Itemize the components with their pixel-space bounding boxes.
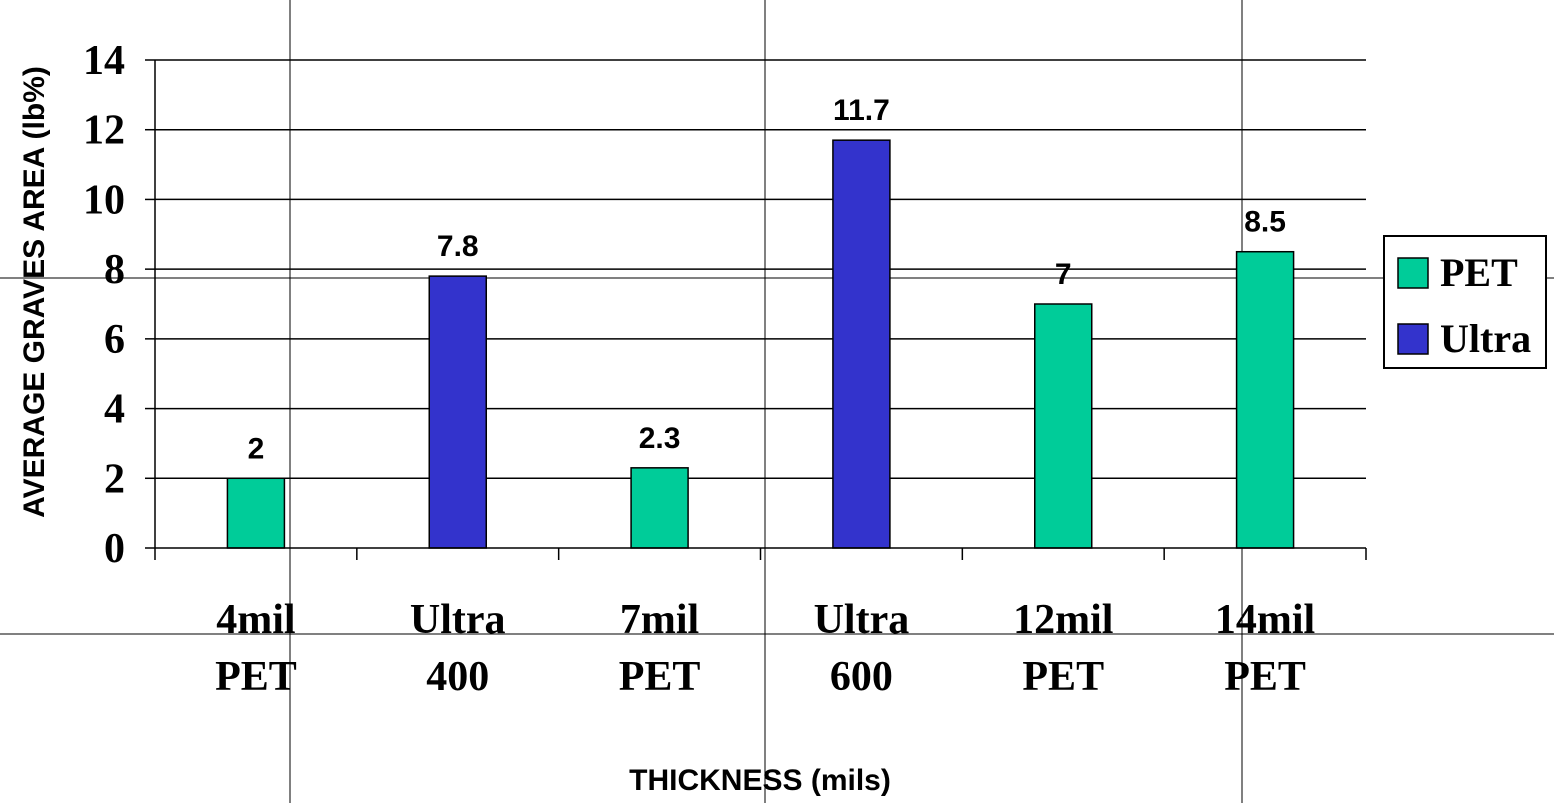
- x-tick-labels: 4mil PET Ultra 400 7mil PET Ultra 600 12mil PET 14…: [215, 597, 1315, 700]
- legend-label-pet: PET: [1440, 250, 1518, 295]
- x-tick-label: 12mil: [1013, 597, 1113, 643]
- y-tick-label: 0: [104, 526, 125, 572]
- data-label: 2: [248, 432, 265, 465]
- x-tick-label: PET: [1022, 654, 1104, 700]
- gridlines: [145, 59, 1366, 549]
- y-tick-label: 10: [83, 177, 125, 223]
- x-tick-label: 400: [426, 654, 489, 700]
- y-tick-label: 6: [104, 317, 125, 363]
- y-tick-label: 14: [83, 38, 125, 84]
- y-tick-labels: 0 2 4 6 8 10 12 14: [83, 38, 125, 572]
- y-tick-label: 12: [83, 108, 125, 154]
- x-tick-label: Ultra: [814, 597, 910, 643]
- y-tick-label: 2: [104, 456, 125, 502]
- y-tick-label: 8: [104, 247, 125, 293]
- data-label: 8.5: [1244, 206, 1286, 239]
- x-tick-label: PET: [1224, 654, 1306, 700]
- x-tick-label: PET: [215, 654, 297, 700]
- bar-pet: [1235, 250, 1295, 549]
- bar-ultra: [832, 139, 891, 549]
- x-tick-label: 600: [830, 654, 893, 700]
- x-axis-title: THICKNESS (mils): [629, 764, 891, 797]
- legend: PET Ultra: [1383, 235, 1547, 369]
- data-label: 7: [1055, 258, 1072, 291]
- bar-pet: [226, 477, 286, 549]
- x-tick-label: 7mil: [620, 597, 699, 643]
- bar-pet: [630, 467, 689, 549]
- axes: [154, 60, 1367, 560]
- x-tick-label: Ultra: [410, 597, 506, 643]
- data-labels: 2 7.8 2.3 11.7 7 8.5: [248, 94, 1286, 465]
- data-label: 11.7: [833, 94, 890, 127]
- data-label: 7.8: [437, 230, 479, 263]
- bars: [226, 139, 1295, 549]
- y-axis-title: AVERAGE GRAVES AREA (lb%): [18, 66, 51, 518]
- x-tick-label: 14mil: [1215, 597, 1315, 643]
- x-tick-label: PET: [619, 654, 701, 700]
- bar-ultra: [428, 275, 487, 549]
- legend-swatch-ultra: [1397, 323, 1429, 355]
- y-tick-label: 4: [104, 387, 125, 433]
- legend-swatch-pet: [1397, 257, 1429, 289]
- legend-label-ultra: Ultra: [1440, 316, 1531, 361]
- x-tick-label: 4mil: [216, 597, 295, 643]
- data-label: 2.3: [639, 422, 681, 455]
- bar-pet: [1034, 303, 1093, 549]
